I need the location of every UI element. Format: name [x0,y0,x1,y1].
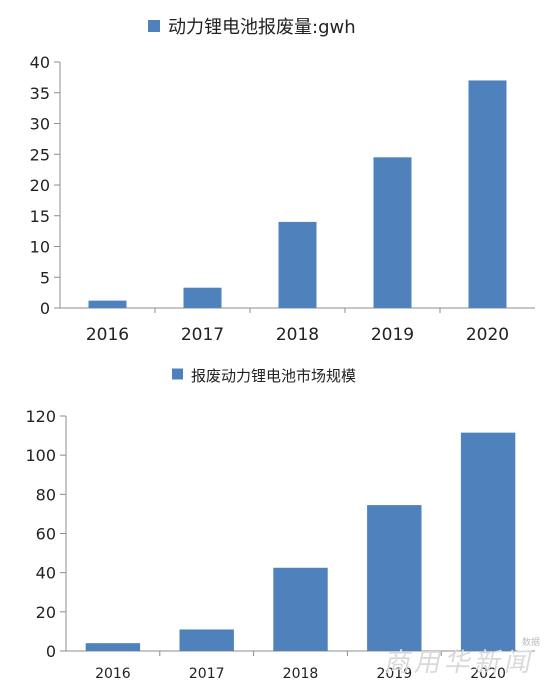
x-tick-label: 2018 [283,666,319,682]
x-tick-label: 2018 [276,325,319,345]
x-tick-label: 2016 [95,666,131,682]
watermark-logo: 商用华新闻 [382,648,539,678]
chart-top-svg: 动力锂电池报废量:gwh 0 5 10 15 20 25 30 35 40 2016 2017 2018… [30,17,535,345]
y-tick-label: 30 [30,115,50,134]
watermark-small-text: 数据 [521,638,540,648]
y-tick-label: 0 [40,299,50,318]
y-tick-label: 10 [30,238,50,257]
x-tick-label: 2017 [189,666,225,682]
x-tick-label: 2020 [466,325,509,345]
legend-label: 动力锂电池报废量:gwh [168,17,356,38]
y-tick-label: 20 [30,176,50,195]
legend-swatch [172,368,183,380]
y-tick-label: 80 [36,485,56,504]
bar [373,157,412,308]
x-tick-label: 2016 [86,325,129,345]
y-tick-label: 40 [36,564,56,583]
x-tick-label: 2019 [376,666,412,682]
bar [179,629,234,651]
y-tick-label: 0 [46,642,56,661]
y-tick-label: 100 [25,446,56,465]
bar [183,287,222,308]
y-tick-label: 35 [30,84,50,103]
bar [88,300,127,308]
chart-battery-scrap-volume: 动力锂电池报废量:gwh 0 5 10 15 20 25 30 35 40 2016 2017 2018… [30,17,535,345]
legend-label: 报废动力锂电池市场规模 [191,367,356,385]
bar [273,567,328,651]
x-tick-label: 2017 [181,325,224,345]
y-tick-label: 20 [36,603,56,622]
bar [367,505,422,651]
y-tick-label: 15 [30,207,50,226]
chart-bottom-svg: 报废动力锂电池市场规模 0 20 40 60 80 100 120 2016 2017 2018 20… [25,367,535,682]
y-tick-label: 5 [40,268,50,287]
x-tick-label: 2019 [371,325,414,345]
bar [278,221,317,308]
y-tick-label: 60 [36,525,56,544]
bar [468,80,507,308]
bar [85,643,141,651]
bar [460,432,516,651]
y-tick-label: 120 [25,407,56,426]
chart-scrap-market-size: 报废动力锂电池市场规模 0 20 40 60 80 100 120 2016 2017 2018 20… [0,355,550,689]
y-tick-label: 25 [30,145,50,164]
y-tick-label: 40 [30,53,50,72]
x-tick-label: 2020 [470,666,506,682]
legend-swatch [148,20,160,32]
